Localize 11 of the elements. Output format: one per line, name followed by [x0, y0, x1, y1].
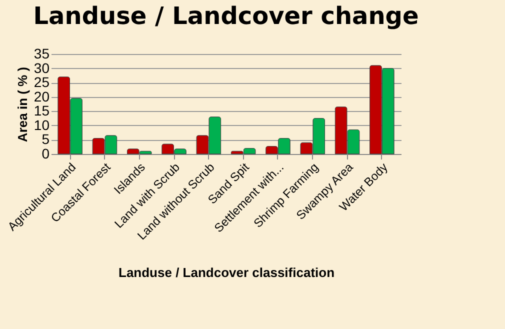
- chart-title: Landuse / Landcover change: [33, 2, 419, 30]
- y-tick-label: 20: [34, 88, 50, 104]
- y-tick-label: 0: [42, 146, 50, 162]
- y-tick-label: 5: [42, 131, 50, 148]
- y-tick-label: 30: [34, 60, 50, 76]
- y-tick-label: 35: [34, 46, 50, 62]
- y-axis-title: Area in ( % ): [14, 66, 30, 142]
- y-tick-label: 15: [34, 102, 50, 119]
- y-tick-label: 10: [34, 116, 50, 133]
- x-axis-title: Landuse / Landcover classification: [118, 264, 335, 280]
- y-tick-label: 25: [34, 74, 50, 90]
